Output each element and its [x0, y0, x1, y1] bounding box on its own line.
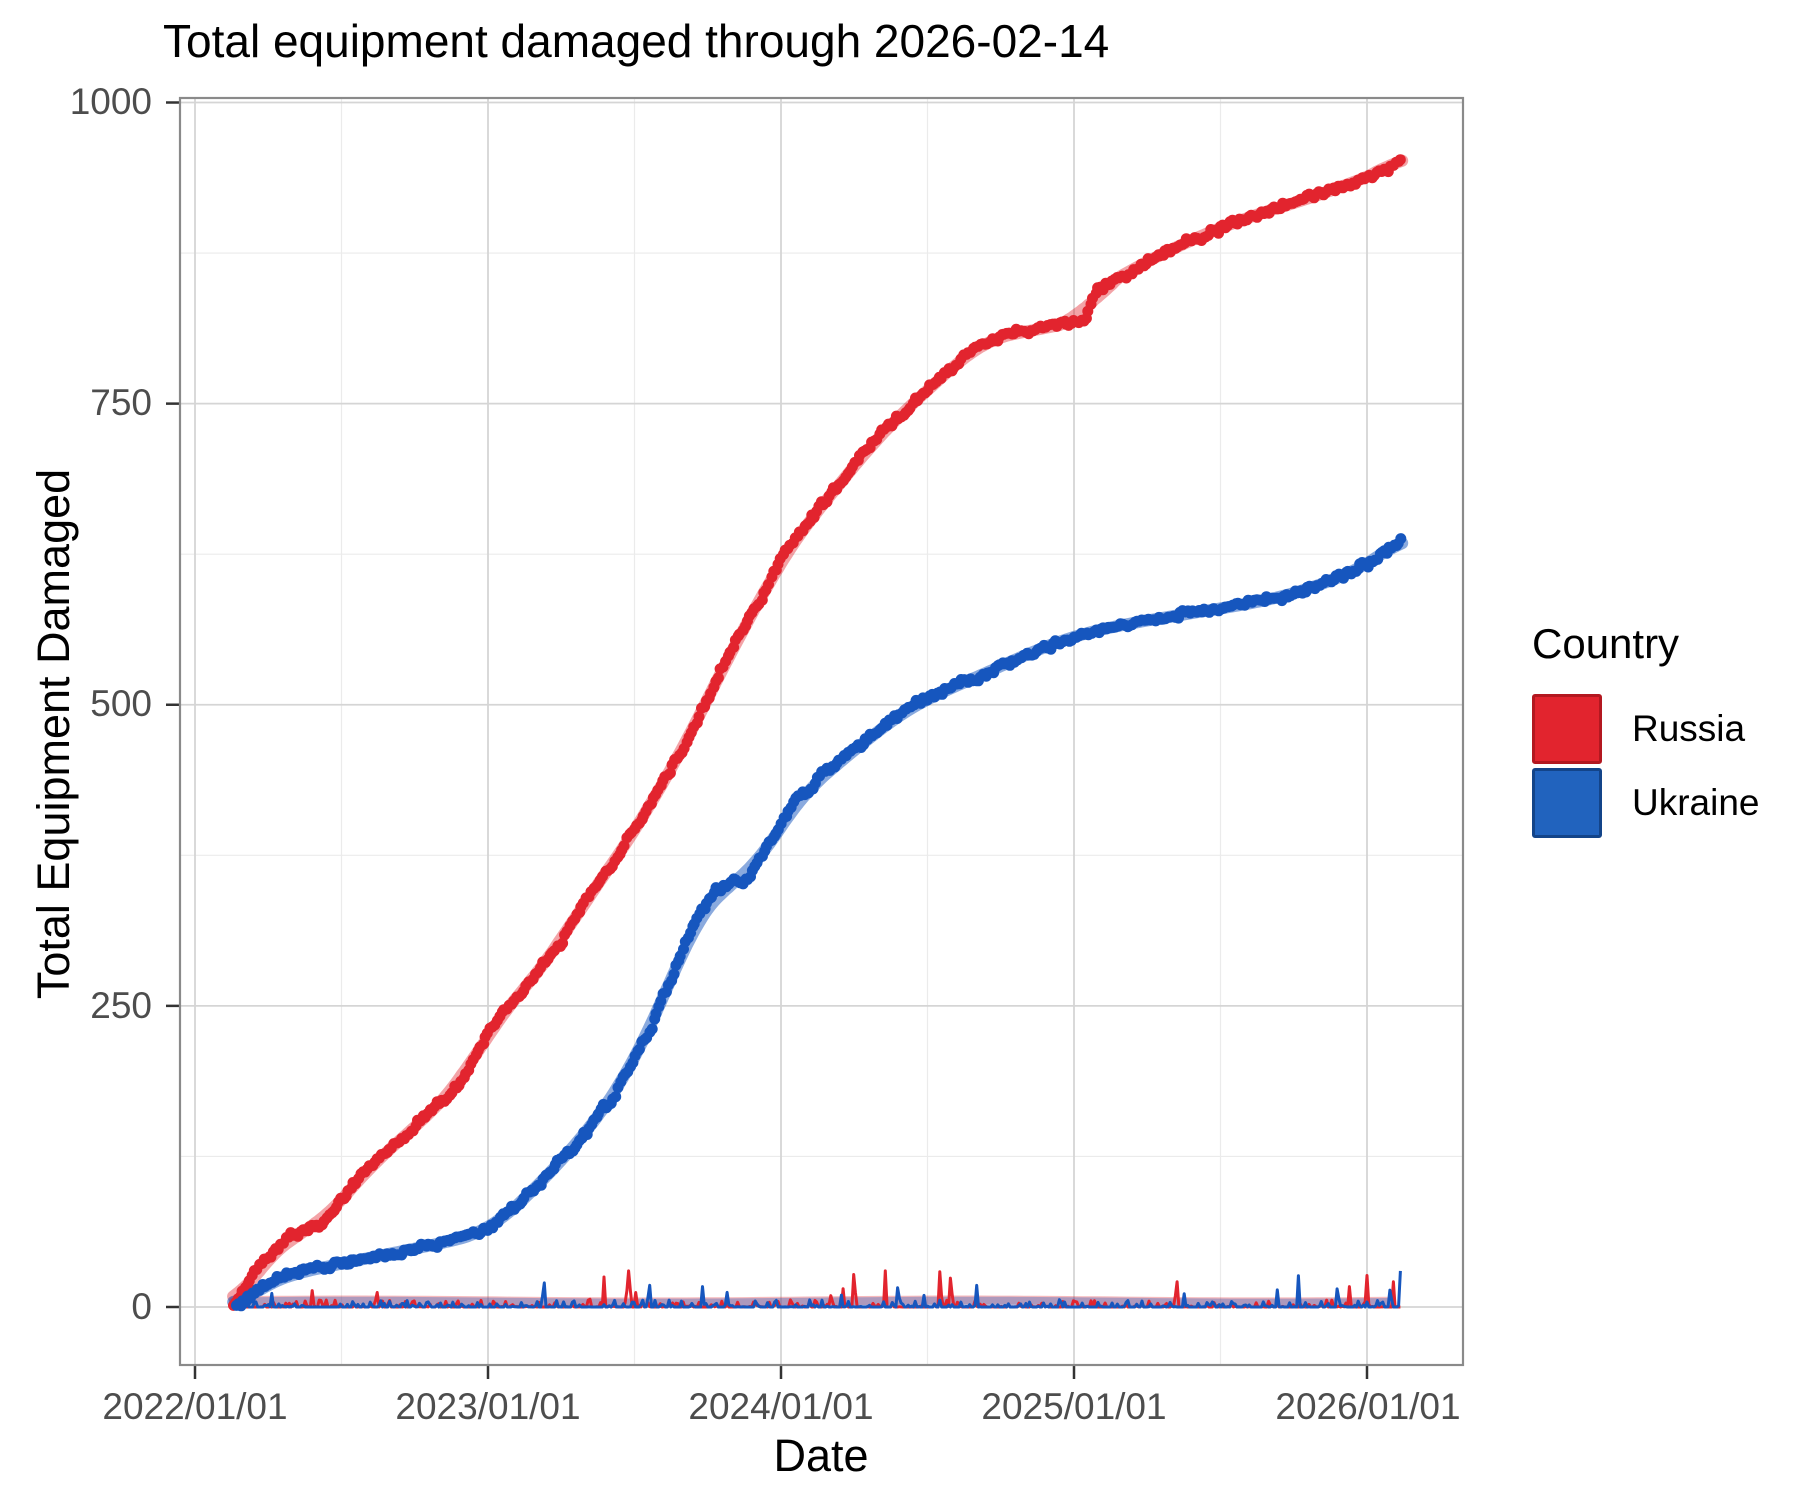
- ukraine-color-swatch: [1532, 768, 1602, 838]
- y-tick-label: 500: [90, 683, 152, 724]
- x-axis-title: Date: [773, 1430, 869, 1481]
- x-tick-label: 2023/01/01: [395, 1386, 581, 1427]
- legend-label-russia: Russia: [1632, 708, 1746, 749]
- chart-title: Total equipment damaged through 2026-02-…: [163, 15, 1110, 67]
- legend-item-russia: Russia: [1532, 694, 1760, 764]
- legend-label-ukraine: Ukraine: [1632, 782, 1760, 823]
- legend-item-ukraine: Ukraine: [1532, 768, 1760, 838]
- y-tick-label: 0: [131, 1286, 152, 1327]
- russia-color-swatch: [1532, 694, 1602, 764]
- y-tick-label: 1000: [69, 81, 152, 122]
- legend-title: Country: [1532, 620, 1680, 667]
- y-tick-label: 250: [90, 985, 152, 1026]
- x-tick-label: 2025/01/01: [981, 1386, 1167, 1427]
- y-tick-label: 750: [90, 382, 152, 423]
- legend: Country Russia Ukraine: [1532, 620, 1760, 842]
- x-tick-label: 2022/01/01: [102, 1386, 288, 1427]
- y-axis-title: Total Equipment Damaged: [28, 468, 79, 1000]
- x-tick-label: 2026/01/01: [1275, 1386, 1461, 1427]
- x-tick-label: 2024/01/01: [688, 1386, 874, 1427]
